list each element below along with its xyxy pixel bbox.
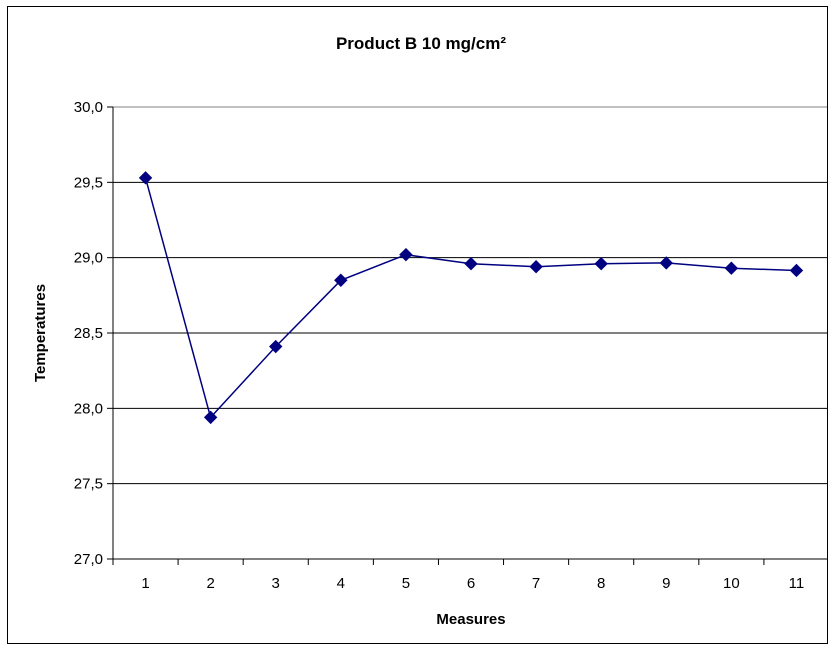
data-point: [789, 263, 804, 278]
data-point: [399, 247, 413, 262]
y-tick-label: 27,5: [74, 476, 103, 493]
x-tick-label: 1: [141, 575, 149, 592]
x-tick-label: 6: [467, 575, 475, 592]
y-tick-label: 29,0: [74, 250, 103, 267]
line-chart: Product B 10 mg/cm² 27,0 27,5 28,0 28,5 29,0…: [32, 34, 827, 628]
chart-title: Product B 10 mg/cm²: [336, 34, 506, 53]
x-tick-label: 8: [597, 575, 605, 592]
x-tick-label: 3: [272, 575, 280, 592]
gridlines: [113, 106, 827, 485]
series-line: [144, 177, 797, 419]
data-point: [724, 261, 739, 275]
data-point: [269, 339, 283, 354]
y-tick-label: 28,5: [74, 325, 103, 342]
x-tick-label: 11: [789, 575, 805, 592]
y-tick-label: 29,5: [74, 174, 103, 191]
y-tick-label: 28,0: [74, 400, 103, 417]
axes: [107, 106, 827, 565]
series-line-layer: [138, 171, 804, 425]
data-point: [203, 410, 218, 425]
x-tick-labels: 1 2 3 4 5 6 7 8 9 10 11: [141, 575, 804, 592]
y-axis-title: Temperatures: [32, 284, 49, 382]
data-point: [529, 259, 543, 274]
data-point: [334, 273, 348, 287]
data-point: [464, 256, 478, 271]
y-tick-labels: 27,0 27,5 28,0 28,5 29,0 29,5 30,0: [74, 99, 103, 568]
x-tick-label: 4: [337, 575, 345, 592]
y-tick-label: 27,0: [74, 551, 103, 568]
y-tick-label: 30,0: [74, 99, 103, 116]
data-point: [594, 256, 608, 271]
x-tick-label: 7: [532, 575, 540, 592]
data-point: [659, 256, 673, 270]
x-tick-label: 2: [206, 575, 214, 592]
x-tick-label: 5: [402, 575, 410, 592]
x-tick-label: 9: [662, 575, 670, 592]
data-point: [138, 171, 153, 185]
chart-area: Product B 10 mg/cm² 27,0 27,5 28,0 28,5 29,0…: [7, 6, 828, 644]
x-axis-title: Measures: [436, 611, 505, 628]
x-tick-label: 10: [723, 575, 740, 592]
